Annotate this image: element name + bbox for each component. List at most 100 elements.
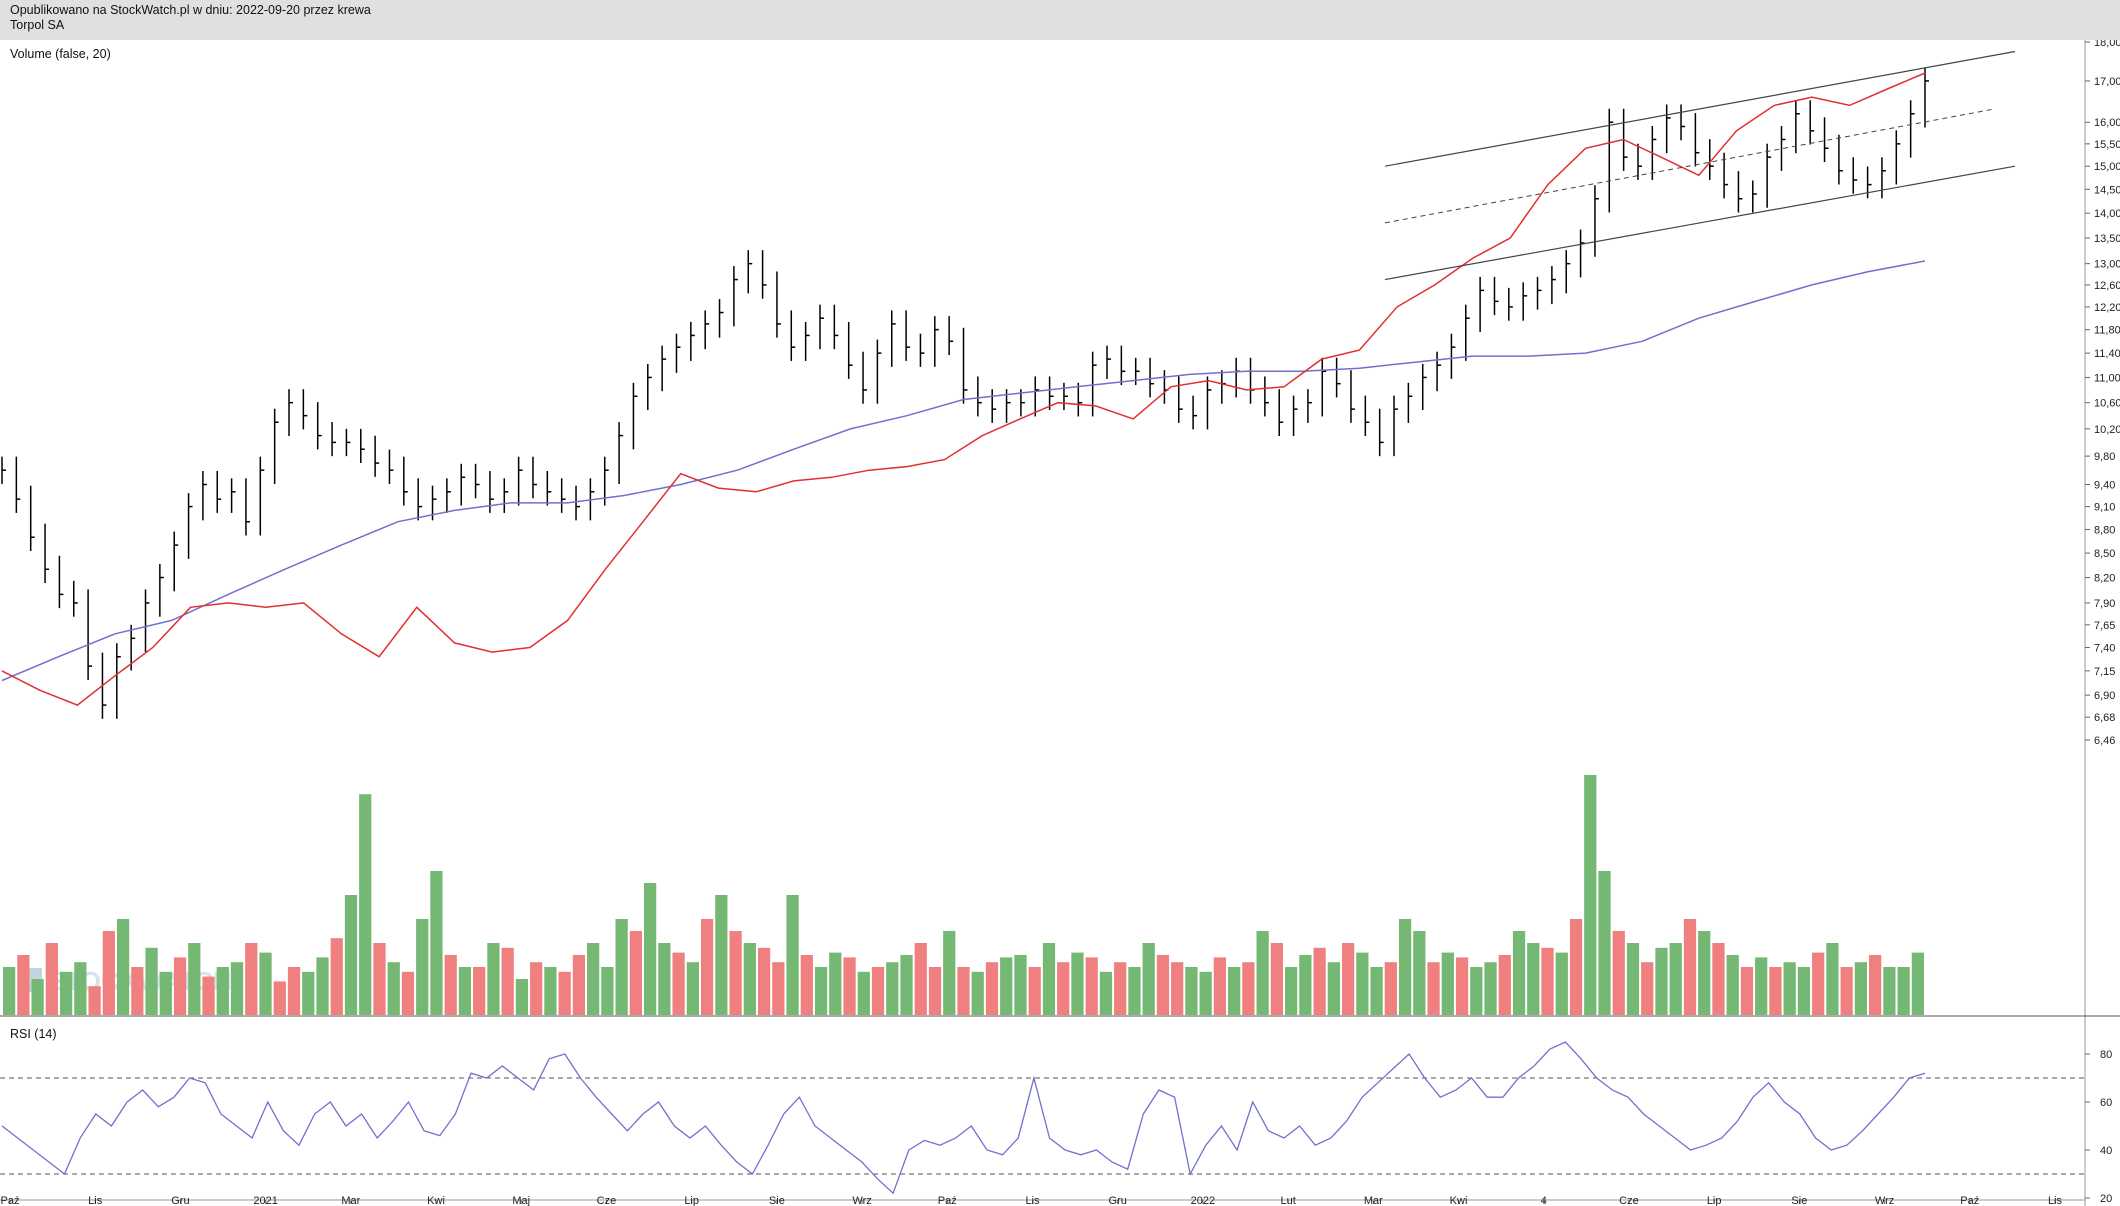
volume-bar [473,967,486,1015]
published-info: Opublikowano na StockWatch.pl w dniu: 20… [10,3,371,17]
price-tick-label: 17,00 [2094,76,2120,88]
time-tick-label: Sie [769,1195,785,1206]
volume-bar [1370,967,1383,1015]
channel-upper-line [1384,50,2016,167]
volume-bar [102,931,115,1015]
volume-bar [1384,962,1397,1015]
volume-bar [914,943,927,1015]
price-tick-label: 11,00 [2094,372,2120,384]
volume-bar [1114,962,1127,1015]
price-tick-label: 9,80 [2094,451,2115,463]
time-tick-label: 2021 [253,1195,277,1206]
volume-bar [829,952,842,1015]
price-tick-label: 7,65 [2094,620,2115,632]
price-tick-label: 8,20 [2094,573,2115,585]
volume-bar [1085,957,1098,1015]
time-tick-label: Wrz [852,1195,871,1206]
volume-bar [45,943,58,1015]
channel-mid-line [1384,108,1996,224]
volume-bar [700,919,714,1015]
time-tick-label: Mar [341,1195,360,1206]
rsi-tick-label: 60 [2100,1097,2112,1109]
volume-bar [316,957,329,1015]
volume-bar [1797,967,1811,1015]
price-tick-label: 12,20 [2094,302,2120,314]
volume-bar [857,971,870,1015]
price-tick-label: 12,60 [2094,280,2120,292]
volume-bar [558,971,571,1015]
time-tick-label: 4 [1541,1195,1547,1206]
volume-bar [644,883,657,1015]
volume-bar [1285,967,1298,1015]
chart-header: Opublikowano na StockWatch.pl w dniu: 20… [0,0,2120,40]
volume-bar [1171,962,1184,1015]
volume-bar [401,971,415,1015]
volume-bar [1641,962,1654,1015]
volume-bar [1555,952,1568,1015]
rsi-panel-label: RSI (14) [10,1027,57,1041]
rsi-tick-label: 80 [2100,1049,2112,1061]
volume-bars [3,775,1924,1015]
volume-bar [1726,955,1739,1015]
price-tick-label: 7,90 [2094,598,2115,610]
volume-bar [672,952,685,1015]
volume-bar [444,955,457,1015]
volume-bar [957,967,970,1015]
rsi-tick-label: 20 [2100,1193,2112,1205]
volume-bar [31,979,44,1015]
time-tick-label: Kwi [1450,1195,1468,1206]
time-tick-label: Gru [1109,1195,1127,1206]
volume-bar [1042,943,1056,1015]
volume-bar [1655,947,1668,1015]
price-tick-label: 9,10 [2094,502,2115,514]
volume-bar [629,931,642,1015]
volume-bar [515,979,529,1015]
price-tick-label: 10,60 [2094,398,2120,410]
volume-bar [302,971,315,1015]
time-tick-label: Gru [171,1195,189,1206]
volume-bar [245,943,258,1015]
volume-bar [772,962,785,1015]
volume-bar [1000,957,1013,1015]
volume-bar [1840,967,1853,1015]
time-tick-label: 2022 [1191,1195,1215,1206]
trend-channel [1384,50,2016,281]
time-tick-label: Sie [1791,1195,1807,1206]
volume-bar [430,871,443,1015]
volume-bar [814,967,828,1015]
time-tick-label: Lip [1707,1195,1722,1206]
volume-bar [145,947,158,1015]
volume-bar [501,947,514,1015]
volume-bar [1228,967,1241,1015]
volume-bar [1854,962,1868,1015]
volume-bar [928,967,942,1015]
volume-bar [615,919,628,1015]
volume-bar [1470,967,1483,1015]
volume-bar [800,955,813,1015]
volume-bar [1299,955,1312,1015]
volume-bar [373,943,386,1015]
volume-bar [1213,957,1227,1015]
price-tick-label: 7,40 [2094,642,2115,654]
time-tick-label: Lis [1025,1195,1040,1206]
volume-bar [273,981,286,1015]
volume-bar [1313,947,1326,1015]
price-tick-label: 6,46 [2094,735,2115,747]
volume-bar [1242,962,1255,1015]
time-tick-label: Paź [1960,1195,1979,1206]
volume-bar [1142,943,1155,1015]
price-tick-label: 6,90 [2094,690,2115,702]
volume-bar [943,931,956,1015]
time-tick-label: Kwi [427,1195,445,1206]
time-tick-label: Lis [88,1195,103,1206]
volume-bar [416,919,429,1015]
volume-bar [487,943,500,1015]
volume-bar [259,952,272,1015]
volume-bar [1185,967,1198,1015]
price-tick-label: 11,40 [2094,348,2120,360]
rsi-tick-label: 40 [2100,1145,2112,1157]
price-panel-label: Volume (false, 20) [10,47,111,61]
volume-bar [1569,919,1583,1015]
volume-bar [1356,952,1369,1015]
volume-bar [587,943,600,1015]
